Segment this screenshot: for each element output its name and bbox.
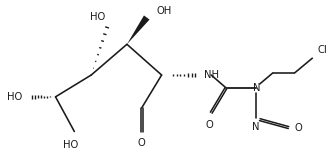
Text: N: N <box>252 122 259 132</box>
Text: O: O <box>205 120 213 130</box>
Text: NH: NH <box>204 70 219 80</box>
Text: HO: HO <box>90 12 105 22</box>
Polygon shape <box>127 16 150 44</box>
Text: HO: HO <box>7 92 22 102</box>
Text: O: O <box>295 123 302 133</box>
Text: N: N <box>253 83 260 93</box>
Text: HO: HO <box>63 140 78 151</box>
Text: Cl: Cl <box>317 45 327 55</box>
Text: OH: OH <box>157 6 172 16</box>
Text: O: O <box>138 138 146 148</box>
